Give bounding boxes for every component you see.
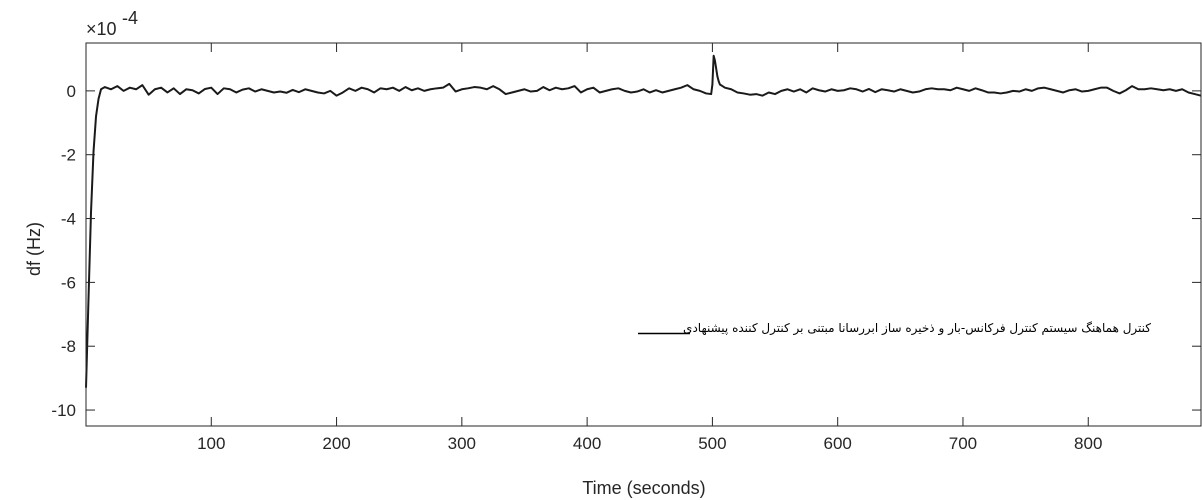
x-axis-label: Time (seconds): [582, 478, 705, 498]
x-tick-label: 200: [322, 434, 350, 453]
axes-box: [85, 42, 1202, 427]
y-exponent-power: -4: [122, 8, 138, 28]
y-axis-label: df (Hz): [24, 222, 44, 276]
series-line-0: [85, 54, 1202, 388]
y-tick-label: 0: [67, 82, 76, 101]
x-tick-label: 800: [1074, 434, 1102, 453]
axes-layer: [85, 42, 1202, 427]
plot-area: [86, 43, 1201, 426]
y-exponent-base: ×10: [86, 19, 117, 39]
x-tick-label: 400: [573, 434, 601, 453]
y-tick-label: -4: [61, 210, 76, 229]
x-tick-label: 500: [698, 434, 726, 453]
y-tick-label: -8: [61, 337, 76, 356]
x-tick-label: 700: [949, 434, 977, 453]
y-tick-label: -6: [61, 273, 76, 292]
x-tick-label: 300: [448, 434, 476, 453]
plot-background: [86, 43, 1201, 426]
legend-entry-label: کنترل هماهنگ سیستم کنترل فرکانس-بار و ذخ…: [683, 321, 1151, 336]
y-tick-label: -10: [51, 401, 76, 420]
y-tick-label: -2: [61, 146, 76, 165]
legend: کنترل هماهنگ سیستم کنترل فرکانس-بار و ذخ…: [638, 321, 1151, 336]
ticks-layer: 100 200 300 400 500 600 700 800 0 -2 -4 -6 -8 -10: [51, 43, 1201, 453]
series-layer: [85, 54, 1202, 388]
x-tick-label: 100: [197, 434, 225, 453]
x-tick-label: 600: [823, 434, 851, 453]
